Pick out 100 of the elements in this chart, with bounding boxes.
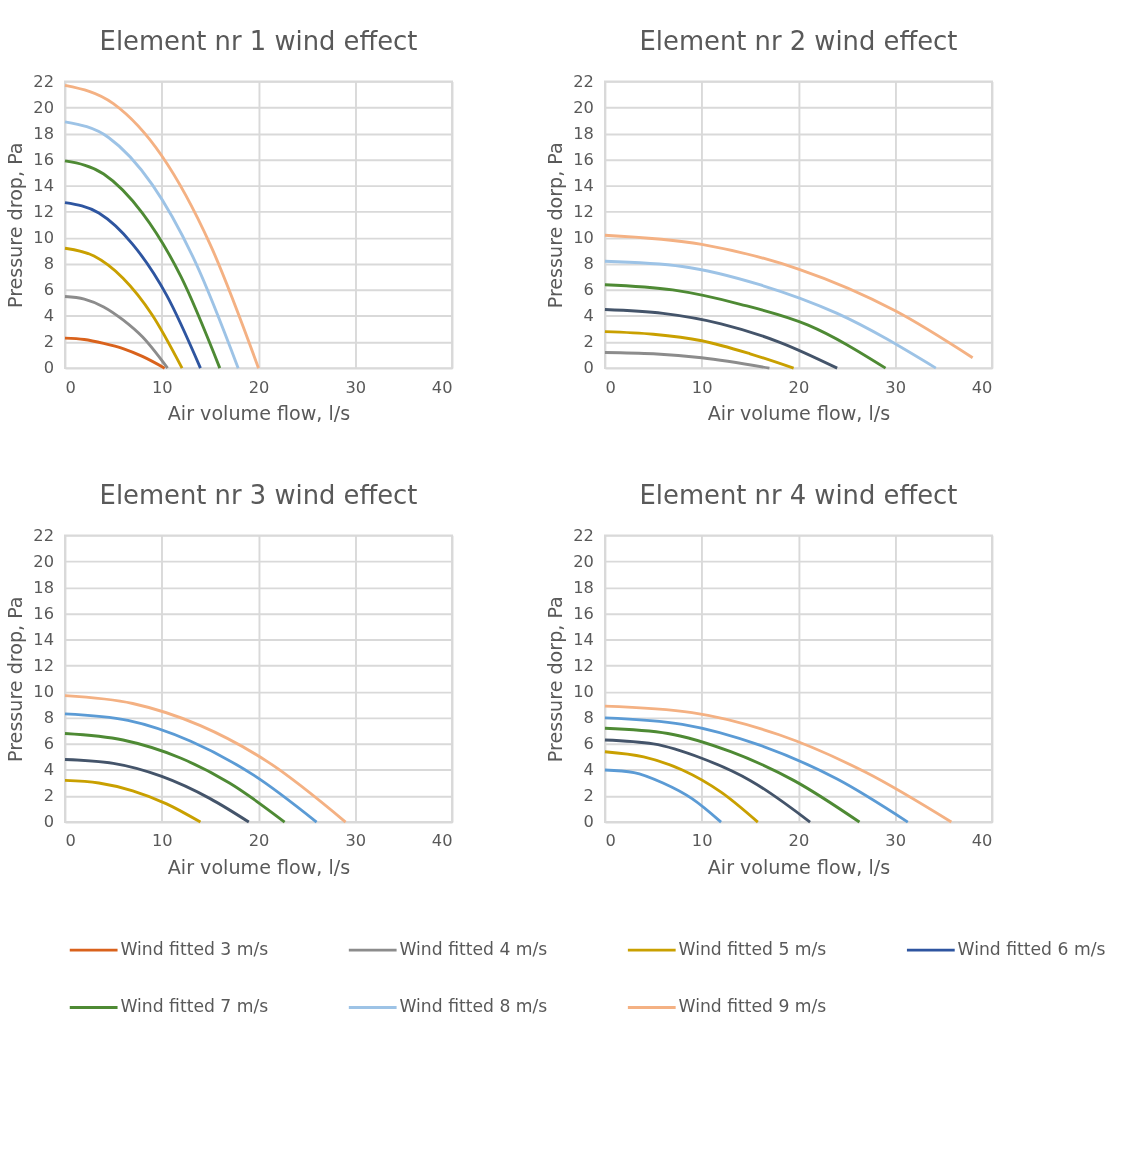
line-series <box>63 159 222 370</box>
x-tick-label: 10 <box>691 377 713 397</box>
y-tick-label: 12 <box>573 202 594 222</box>
y-tick-label: 22 <box>33 71 54 91</box>
legend-label: Wind fitted 6 m/s <box>957 938 1106 959</box>
y-tick-label: 6 <box>583 280 594 300</box>
line-series <box>603 308 839 370</box>
y-tick-label: 4 <box>43 306 54 326</box>
line-series <box>603 259 938 370</box>
legend-label: Wind fitted 7 m/s <box>120 996 269 1017</box>
y-tick-label: 18 <box>33 577 54 597</box>
line-series <box>63 732 287 824</box>
y-tick-label: 16 <box>573 149 594 169</box>
y-tick-label: 10 <box>573 228 594 248</box>
y-tick-label: 22 <box>33 525 54 545</box>
x-tick-label: 40 <box>431 377 453 397</box>
y-tick-label: 8 <box>583 708 594 728</box>
y-tick-label: 16 <box>33 149 54 169</box>
x-tick-label: 20 <box>248 831 270 851</box>
y-tick-label: 2 <box>583 786 594 806</box>
y-tick-label: 0 <box>583 812 594 832</box>
y-tick-label: 2 <box>583 332 594 352</box>
line-series <box>63 336 167 370</box>
x-tick-label: 30 <box>885 831 907 851</box>
y-tick-label: 12 <box>33 202 54 222</box>
x-tick-label: 30 <box>345 377 367 397</box>
y-tick-label: 18 <box>573 123 594 143</box>
chart-title: Element nr 4 wind effect <box>639 479 958 510</box>
y-tick-label: 14 <box>33 175 54 195</box>
y-tick-label: 20 <box>573 551 594 571</box>
x-axis-title: Air volume flow, l/s <box>167 856 351 880</box>
line-series <box>63 201 202 370</box>
line-series <box>63 712 319 824</box>
x-tick-label: 30 <box>345 831 367 851</box>
line-series <box>63 758 251 824</box>
y-tick-label: 2 <box>43 332 54 352</box>
chart-title: Element nr 1 wind effect <box>99 25 418 56</box>
y-tick-label: 16 <box>33 603 54 623</box>
y-tick-label: 10 <box>573 682 594 702</box>
chart-title: Element nr 2 wind effect <box>639 25 958 56</box>
x-tick-label: 30 <box>885 377 907 397</box>
line-series <box>603 283 887 370</box>
y-tick-label: 14 <box>573 175 594 195</box>
legend-label: Wind fitted 3 m/s <box>120 938 269 959</box>
x-axis-title: Air volume flow, l/s <box>707 402 891 426</box>
y-tick-label: 4 <box>583 760 594 780</box>
x-tick-label: 20 <box>788 831 810 851</box>
x-tick-label: 20 <box>248 377 270 397</box>
y-tick-label: 20 <box>33 97 54 117</box>
y-tick-label: 14 <box>573 629 594 649</box>
y-tick-label: 6 <box>583 734 594 754</box>
y-axis-title: Pressure drop, Pa <box>3 142 27 309</box>
line-series <box>63 694 348 824</box>
y-tick-label: 20 <box>573 97 594 117</box>
line-series <box>63 246 184 370</box>
x-tick-label: 0 <box>605 377 616 397</box>
y-tick-label: 0 <box>43 358 54 378</box>
y-tick-label: 4 <box>583 306 594 326</box>
x-tick-label: 10 <box>691 831 713 851</box>
y-tick-label: 0 <box>43 812 54 832</box>
y-tick-label: 22 <box>573 525 594 545</box>
x-axis-title: Air volume flow, l/s <box>167 402 351 426</box>
x-tick-label: 10 <box>151 831 173 851</box>
y-tick-label: 22 <box>573 71 594 91</box>
y-tick-label: 8 <box>43 708 54 728</box>
y-tick-label: 18 <box>33 123 54 143</box>
y-tick-label: 8 <box>583 254 594 274</box>
x-tick-label: 0 <box>65 831 76 851</box>
line-series <box>603 704 953 824</box>
legend-label: Wind fitted 9 m/s <box>678 996 827 1017</box>
x-tick-label: 40 <box>971 831 993 851</box>
line-series <box>603 738 812 824</box>
legend-label: Wind fitted 4 m/s <box>399 938 548 959</box>
y-tick-label: 6 <box>43 280 54 300</box>
y-tick-label: 12 <box>33 655 54 675</box>
line-series <box>603 750 760 824</box>
line-series <box>603 716 910 824</box>
x-tick-label: 40 <box>431 831 453 851</box>
line-series <box>603 768 723 824</box>
y-axis-title: Pressure dorp, Pa <box>543 596 567 763</box>
line-series <box>63 120 240 370</box>
y-tick-label: 0 <box>583 358 594 378</box>
y-tick-label: 20 <box>33 551 54 571</box>
y-tick-label: 8 <box>43 254 54 274</box>
x-tick-label: 0 <box>65 377 76 397</box>
y-tick-label: 2 <box>43 786 54 806</box>
line-series <box>603 726 861 824</box>
line-series <box>63 295 169 370</box>
y-tick-label: 18 <box>573 577 594 597</box>
y-tick-label: 6 <box>43 734 54 754</box>
y-axis-title: Pressure dorp, Pa <box>543 142 567 309</box>
y-tick-label: 10 <box>33 228 54 248</box>
line-series <box>63 778 202 824</box>
chart-title: Element nr 3 wind effect <box>99 479 418 510</box>
x-tick-label: 20 <box>788 377 810 397</box>
legend-label: Wind fitted 5 m/s <box>678 938 827 959</box>
legend-label: Wind fitted 8 m/s <box>399 996 548 1017</box>
x-axis-title: Air volume flow, l/s <box>707 856 891 880</box>
y-tick-label: 4 <box>43 760 54 780</box>
y-tick-label: 16 <box>573 603 594 623</box>
